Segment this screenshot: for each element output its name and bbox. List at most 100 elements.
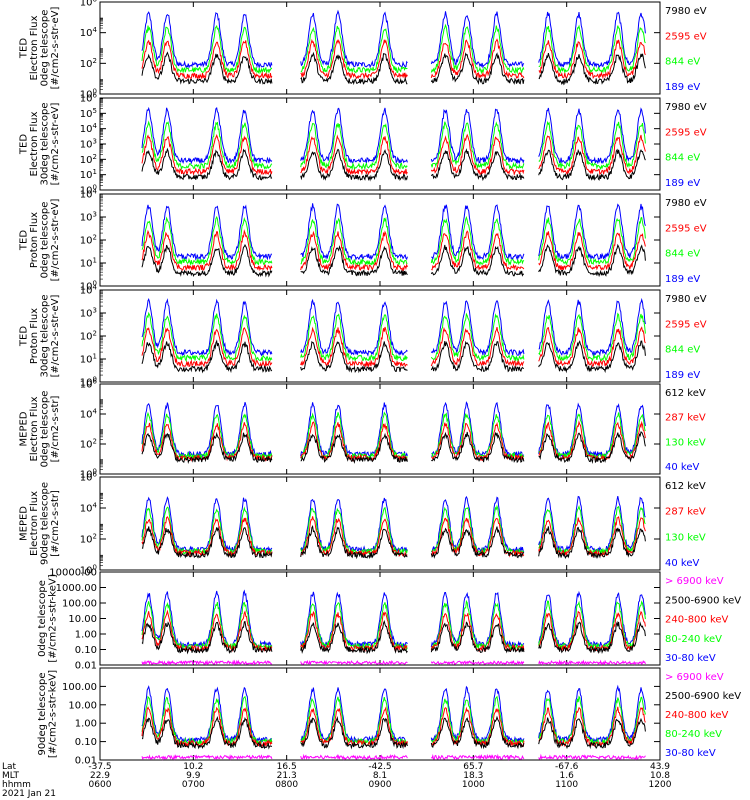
- panel-1: 100 102 104 106 TEDElectron Flux0deg telesco…: [18, 0, 707, 101]
- y-tick-label: 10.00: [68, 700, 97, 711]
- legend-entry: 844 eV: [665, 345, 700, 356]
- trace-blue: [141, 589, 646, 649]
- trace-blue: [141, 401, 646, 459]
- legend-entry: 30-80 keV: [665, 653, 716, 664]
- trace-black: [141, 525, 646, 560]
- y-tick-label: 1.00: [75, 630, 97, 641]
- x-tick-label-lat: 16.5: [277, 762, 297, 772]
- data-traces: [141, 495, 646, 560]
- data-traces: [141, 9, 646, 86]
- data-traces: [141, 106, 646, 182]
- y-tick-label: 0.01: [75, 661, 97, 672]
- y-tick-label: 100: [80, 184, 97, 197]
- panel-7: 0.01 0.10 1.00 10.00 100.00 1000.00 10000.000d…: [37, 568, 742, 672]
- x-tick-label-hhmm: 0600: [89, 780, 112, 790]
- y-tick-label: 102: [80, 438, 97, 451]
- x-tick-label-lat: 65.7: [463, 762, 483, 772]
- y-axis-label: TEDElectron Flux30deg telescope[#/cm2-s-…: [18, 102, 61, 185]
- trace-red: [141, 326, 646, 369]
- data-traces: [141, 401, 646, 465]
- legend-entry: 2595 eV: [665, 223, 707, 234]
- y-tick-label: 104: [80, 408, 98, 421]
- trace-blue: [141, 297, 646, 358]
- x-tick-label-mlt: 1.6: [560, 771, 575, 781]
- y-tick-label: 1.00: [75, 719, 97, 730]
- y-tick-label: 101: [80, 168, 97, 181]
- trace-green: [141, 120, 646, 171]
- x-tick-label-hhmm: 1000: [462, 780, 485, 790]
- legend-entry: 189 eV: [665, 82, 700, 93]
- trace-blue: [141, 203, 646, 262]
- legend-entry: 30-80 keV: [665, 748, 716, 759]
- y-tick-label: 106: [80, 471, 98, 484]
- y-tick-label: 104: [80, 188, 98, 201]
- y-tick-label: 103: [80, 307, 97, 320]
- x-tick-label-mlt: 8.1: [373, 771, 387, 781]
- trace-green: [141, 23, 646, 75]
- legend-entry: > 6900 keV: [665, 576, 724, 587]
- x-tick-label-mlt: 9.9: [186, 771, 201, 781]
- y-tick-label: 0.10: [75, 737, 97, 748]
- legend-entry: 2595 eV: [665, 319, 707, 330]
- panel-5: 100 102 104 106 MEPEDElectron Flux0deg teles…: [18, 378, 706, 481]
- trace-blue: [141, 495, 646, 554]
- trace-green: [141, 504, 646, 557]
- panel-6: 100 102 104 106 MEPEDElectron Flux90deg tele…: [18, 471, 706, 577]
- legend-entry: 612 keV: [665, 388, 706, 399]
- legend-entry: 2595 eV: [665, 127, 707, 138]
- y-tick-label: 1000.00: [56, 583, 97, 594]
- y-axis-label: MEPEDElectron Flux0deg telescope[#/cm2-s…: [18, 391, 61, 468]
- legend-entry: 287 keV: [665, 507, 706, 518]
- y-tick-label: 0.01: [75, 756, 97, 767]
- data-traces: [141, 589, 646, 667]
- y-tick-label: 102: [80, 533, 97, 546]
- x-tick-label-hhmm: 0800: [275, 780, 298, 790]
- y-tick-label: 100: [80, 564, 97, 577]
- y-axis-label: 90deg telescope[#/cm2-s-str-keV]: [37, 670, 59, 758]
- legend-entry: 80-240 keV: [665, 729, 722, 740]
- data-traces: [141, 684, 646, 761]
- y-tick-label: 105: [80, 107, 97, 120]
- x-axis-row-label: 2021 Jan 21: [2, 789, 56, 799]
- x-axis-row-label: Lat: [2, 762, 17, 772]
- legend-entry: 40 keV: [665, 462, 699, 473]
- x-axis-row-label: MLT: [2, 771, 20, 781]
- x-tick-label-lat: -37.5: [88, 762, 111, 772]
- legend-entry: 189 eV: [665, 370, 700, 381]
- legend-entry: 2595 eV: [665, 31, 707, 42]
- x-tick-label-hhmm: 0900: [369, 780, 392, 790]
- panel-2: 100 101 102 103 104 105 106 TEDElectron Flux30d…: [18, 92, 707, 197]
- y-axis-label: 0deg telescope[#/cm2-s-str-keV]: [37, 574, 59, 662]
- x-tick-label-lat: -67.6: [555, 762, 579, 772]
- y-tick-label: 106: [80, 92, 98, 105]
- y-axis-label: TEDProton Flux0deg telescope[#/cm2-s-str…: [18, 199, 61, 282]
- trace-green: [141, 311, 646, 363]
- x-tick-label-mlt: 18.3: [463, 771, 483, 781]
- x-tick-label-lat: -42.5: [368, 762, 391, 772]
- trace-blue: [141, 106, 646, 165]
- legend-entry: 7980 eV: [665, 198, 707, 209]
- y-tick-label: 102: [80, 234, 97, 247]
- trace-blue: [141, 684, 646, 744]
- x-tick-label-hhmm: 1100: [555, 780, 578, 790]
- y-tick-label: 103: [80, 211, 97, 224]
- y-tick-label: 100.00: [62, 682, 97, 693]
- legend-entry: 612 keV: [665, 481, 706, 492]
- x-tick-label-mlt: 21.3: [277, 771, 297, 781]
- data-traces: [141, 297, 646, 374]
- y-tick-label: 106: [80, 378, 98, 391]
- x-tick-label-hhmm: 1200: [649, 780, 672, 790]
- trace-red: [141, 706, 646, 748]
- y-tick-label: 104: [80, 26, 98, 39]
- panel-3: 100 101 102 103 104 TEDProton Flux0deg telesc…: [18, 188, 707, 293]
- x-axis-row-label: hhmm: [2, 780, 31, 790]
- trace-red: [141, 38, 646, 80]
- trace-magenta: [141, 753, 646, 761]
- x-tick-label-mlt: 22.9: [90, 771, 110, 781]
- legend-entry: 240-800 keV: [665, 710, 729, 721]
- trace-red: [141, 420, 646, 463]
- trace-red: [141, 133, 646, 177]
- panel-4: 100 101 102 103 104 TEDProton Flux30deg teles…: [18, 284, 707, 389]
- y-tick-label: 102: [80, 153, 97, 166]
